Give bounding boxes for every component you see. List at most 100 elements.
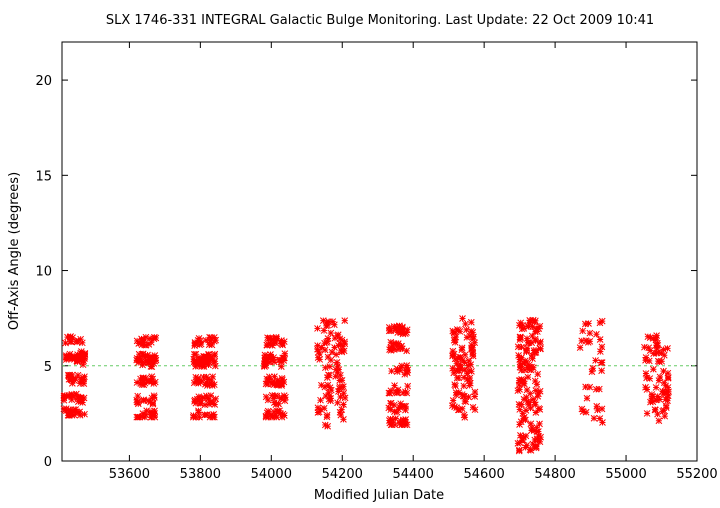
data-point bbox=[195, 393, 203, 401]
data-point bbox=[386, 389, 394, 397]
data-point bbox=[336, 335, 344, 343]
x-tick-label: 54200 bbox=[322, 467, 363, 482]
data-point bbox=[532, 442, 540, 450]
data-point bbox=[461, 414, 469, 421]
data-point bbox=[386, 417, 393, 424]
data-point bbox=[144, 359, 152, 367]
data-point bbox=[79, 399, 86, 406]
data-point bbox=[656, 396, 664, 403]
data-point bbox=[524, 373, 532, 381]
data-point bbox=[341, 317, 349, 324]
data-point bbox=[471, 393, 479, 400]
data-point bbox=[535, 405, 543, 412]
axis-ticks: 53600 53800 54000 54200 54400 54600 54800 55000… bbox=[35, 42, 718, 482]
data-point bbox=[534, 370, 542, 378]
data-point bbox=[515, 352, 522, 359]
data-point bbox=[325, 389, 332, 397]
data-point bbox=[340, 401, 347, 408]
data-point bbox=[316, 356, 324, 363]
x-tick-label: 53600 bbox=[109, 467, 150, 482]
data-point bbox=[583, 394, 591, 402]
data-point bbox=[450, 328, 458, 336]
y-tick-label: 10 bbox=[35, 265, 52, 280]
data-point bbox=[207, 392, 215, 399]
data-point bbox=[190, 379, 198, 387]
data-point bbox=[340, 389, 348, 397]
data-point bbox=[336, 377, 344, 384]
data-point bbox=[660, 367, 667, 375]
data-point bbox=[536, 387, 544, 395]
data-point bbox=[68, 392, 76, 400]
data-point bbox=[592, 385, 600, 393]
data-point bbox=[69, 379, 76, 387]
data-point bbox=[331, 344, 338, 351]
data-point bbox=[652, 384, 660, 391]
data-point bbox=[150, 380, 158, 387]
data-point bbox=[449, 352, 456, 360]
x-axis-label: Modified Julian Date bbox=[314, 488, 444, 503]
data-point bbox=[597, 348, 604, 355]
data-point bbox=[392, 325, 400, 333]
data-point bbox=[391, 382, 398, 389]
data-point bbox=[650, 365, 657, 373]
data-point bbox=[663, 394, 671, 401]
data-point bbox=[529, 395, 537, 403]
x-tick-label: 55200 bbox=[676, 467, 717, 482]
data-point bbox=[390, 401, 398, 409]
data-point bbox=[403, 347, 410, 355]
data-point bbox=[385, 404, 393, 412]
data-point bbox=[592, 357, 599, 364]
data-point bbox=[391, 408, 398, 415]
data-point bbox=[281, 350, 289, 357]
data-point bbox=[202, 360, 210, 367]
data-point bbox=[135, 350, 143, 358]
data-point bbox=[323, 318, 331, 326]
data-point bbox=[143, 407, 151, 415]
data-point bbox=[650, 350, 657, 357]
data-point bbox=[80, 374, 87, 382]
data-point bbox=[654, 357, 662, 365]
y-tick-label: 0 bbox=[44, 455, 52, 470]
data-point bbox=[212, 395, 220, 403]
data-point bbox=[467, 327, 475, 335]
data-point bbox=[516, 333, 524, 341]
x-tick-label: 54000 bbox=[251, 467, 292, 482]
data-point bbox=[317, 396, 324, 404]
data-point bbox=[338, 347, 345, 355]
data-point bbox=[264, 410, 272, 417]
data-point bbox=[453, 404, 460, 411]
data-point bbox=[324, 353, 332, 361]
data-points bbox=[60, 315, 672, 455]
data-point bbox=[318, 381, 325, 389]
data-point bbox=[394, 388, 402, 396]
data-point bbox=[664, 384, 672, 391]
data-point bbox=[522, 416, 529, 424]
data-point bbox=[139, 410, 147, 417]
data-point bbox=[528, 351, 536, 359]
data-point bbox=[518, 401, 526, 408]
data-point bbox=[201, 353, 209, 361]
data-point bbox=[576, 344, 584, 351]
data-point bbox=[194, 336, 202, 344]
data-point bbox=[268, 380, 276, 388]
data-point bbox=[263, 356, 270, 364]
data-point bbox=[206, 380, 213, 388]
data-point bbox=[66, 411, 73, 419]
data-point bbox=[582, 337, 590, 344]
data-point bbox=[532, 409, 540, 416]
data-point bbox=[453, 374, 461, 382]
data-point bbox=[134, 359, 142, 366]
data-point bbox=[655, 417, 663, 425]
data-point bbox=[74, 371, 82, 379]
data-point bbox=[523, 442, 531, 449]
data-point bbox=[314, 325, 321, 332]
data-point bbox=[323, 411, 331, 419]
data-point bbox=[210, 337, 218, 345]
data-point bbox=[81, 350, 89, 357]
data-point bbox=[327, 329, 335, 337]
data-point bbox=[339, 343, 347, 351]
x-tick-label: 54400 bbox=[393, 467, 434, 482]
data-point bbox=[652, 341, 660, 349]
data-point bbox=[385, 324, 393, 331]
data-point bbox=[451, 335, 459, 343]
